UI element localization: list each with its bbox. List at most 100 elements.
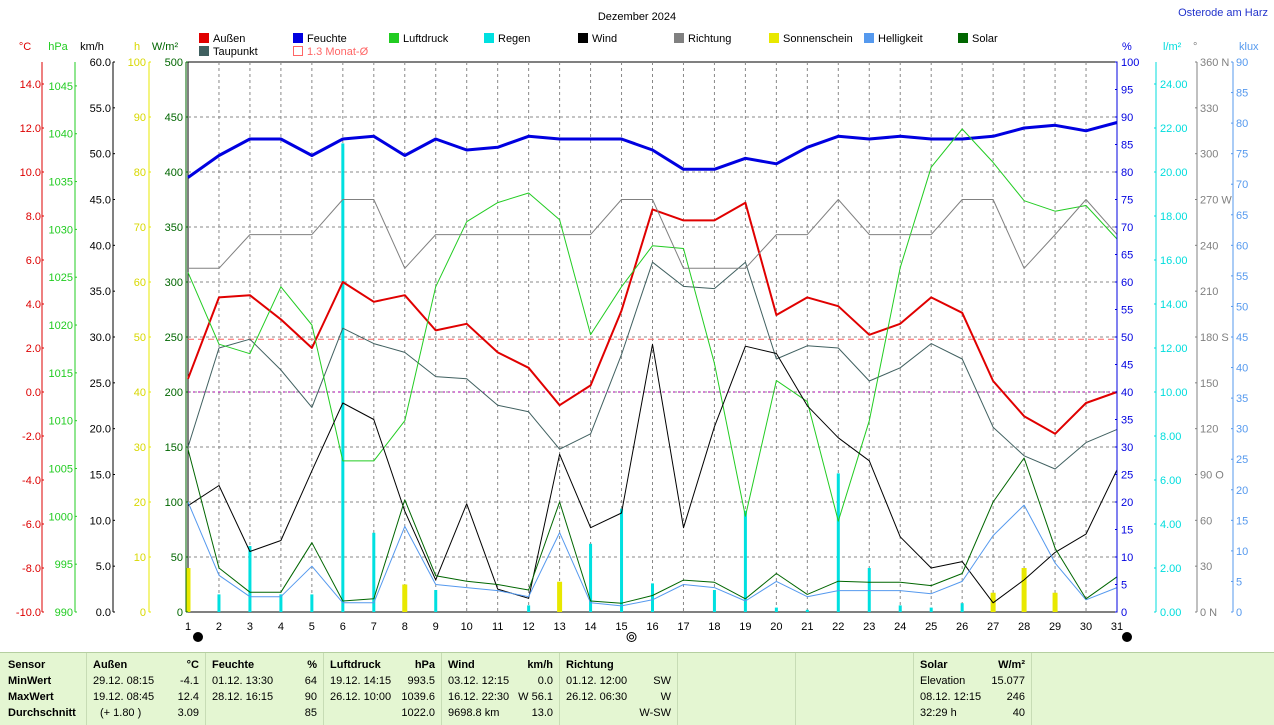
bar-regen-day-18 xyxy=(712,590,716,612)
bar-regen-day-12 xyxy=(527,605,531,612)
axis-tick-label: 95 xyxy=(1121,85,1133,97)
axis-tick-label: 50.0 xyxy=(90,149,111,161)
min-value: -4.1 xyxy=(180,675,199,687)
legend-label: Feuchte xyxy=(307,33,347,45)
axis-tick-label: 20 xyxy=(1121,497,1133,509)
avg-note: (+ 1.80 ) xyxy=(100,707,142,719)
summary-block-wind: Wind km/h 03.12. 12:15 0.0 16.12. 22:30 … xyxy=(441,653,560,725)
bar-sonnenschein-day-28 xyxy=(1021,568,1027,612)
x-tick-label: 4 xyxy=(278,621,284,633)
axis-tick-label: 150 xyxy=(1200,378,1218,390)
x-tick-label: 22 xyxy=(832,621,844,633)
max-time: 19.12. 08:45 xyxy=(93,691,155,703)
series-line-taupunkt xyxy=(187,261,1118,470)
axis-tick-label: 15.0 xyxy=(90,470,111,482)
bar-regen-day-2 xyxy=(217,594,221,612)
max-value: 90 xyxy=(304,691,317,703)
axis-tick-label: 50 xyxy=(171,552,183,564)
axis-tick-label: 0.00 xyxy=(1160,607,1181,619)
block-title: Luftdruck xyxy=(330,659,381,671)
bar-regen-day-5 xyxy=(310,594,314,612)
bar-regen-day-4 xyxy=(279,594,283,612)
summary-block-aussen: Außen °C 29.12. 08:15 -4.1 19.12. 08:45 … xyxy=(86,653,206,725)
max-time: 16.12. 22:30 xyxy=(448,691,510,703)
series-line-außen xyxy=(187,201,1118,435)
legend-label: Richtung xyxy=(688,33,731,45)
distance: 9698.8 km xyxy=(448,707,500,719)
axis-tick-label: 50 xyxy=(134,332,146,344)
bar-regen-day-9 xyxy=(434,590,438,612)
axis-tick-label: 50 xyxy=(1121,332,1133,344)
axis-unit-label: h xyxy=(134,41,140,53)
axis-tick-label: 12.0 xyxy=(20,123,41,135)
axis-tick-label: 400 xyxy=(165,167,183,179)
axis-tick-label: 995 xyxy=(55,559,73,571)
axis-tick-label: 350 xyxy=(165,222,183,234)
axis-tick-label: 70 xyxy=(1121,222,1133,234)
axis-tick-label: 90 xyxy=(134,112,146,124)
chart-title: Dezember 2024 xyxy=(598,11,676,23)
bar-regen-day-19 xyxy=(743,510,747,612)
axis-tick-label: 20 xyxy=(1236,485,1248,497)
axis-tick-label: 70 xyxy=(134,222,146,234)
bar-sonnenschein-day-8 xyxy=(402,584,408,612)
axis-tick-label: 300 xyxy=(165,277,183,289)
axis-tick-label: 6.00 xyxy=(1160,475,1181,487)
axis-tick-label: 55 xyxy=(1121,305,1133,317)
x-tick-label: 18 xyxy=(708,621,720,633)
axis-tick-label: 100 xyxy=(128,57,146,69)
series-line-richtung xyxy=(188,199,1118,269)
axis-unit-label: hPa xyxy=(48,41,68,53)
axis-tick-label: 1030 xyxy=(49,224,73,236)
summary-empty-3 xyxy=(1031,653,1273,725)
x-tick-label: 24 xyxy=(894,621,906,633)
max-time: 26.12. 10:00 xyxy=(330,691,392,703)
legend-swatch xyxy=(674,33,684,43)
block-unit: hPa xyxy=(414,659,435,671)
summary-block-luftdruck: Luftdruck hPa 19.12. 14:15 993.5 26.12. … xyxy=(323,653,442,725)
max-value: 12.4 xyxy=(177,691,199,703)
axis-tick-label: 6.0 xyxy=(26,255,41,267)
block-unit: % xyxy=(307,659,317,671)
legend-swatch xyxy=(958,33,968,43)
new-moon-icon xyxy=(1122,632,1132,642)
legend-swatch xyxy=(293,46,303,56)
axis-tick-label: 0 xyxy=(1236,607,1242,619)
legend-swatch xyxy=(199,46,209,56)
x-tick-label: 20 xyxy=(770,621,782,633)
block-unit: W/m² xyxy=(998,659,1025,671)
axis-tick-label: 25.0 xyxy=(90,378,111,390)
axis-tick-label: 450 xyxy=(165,112,183,124)
bar-regen-day-21 xyxy=(805,609,809,612)
bar-regen-day-3 xyxy=(248,546,252,612)
series-line-solar xyxy=(187,449,1118,604)
axis-tick-label: 0.0 xyxy=(26,387,41,399)
axis-tick-label: 16.00 xyxy=(1160,255,1188,267)
legend-swatch xyxy=(769,33,779,43)
axis-unit-label: ° xyxy=(1193,41,1197,53)
axis-tick-label: 120 xyxy=(1200,424,1218,436)
legend-swatch xyxy=(484,33,494,43)
x-tick-label: 15 xyxy=(615,621,627,633)
axis-tick-label: 4.00 xyxy=(1160,519,1181,531)
x-tick-label: 2 xyxy=(216,621,222,633)
axis-tick-label: 65 xyxy=(1121,250,1133,262)
axis-unit-label: klux xyxy=(1239,41,1259,53)
axis-tick-label: 2.0 xyxy=(26,343,41,355)
axis-tick-label: 65 xyxy=(1236,210,1248,222)
min-value: 993.5 xyxy=(407,675,435,687)
axis-tick-label: 50 xyxy=(1236,301,1248,313)
avg-value: 1022.0 xyxy=(401,707,435,719)
min-time: 19.12. 14:15 xyxy=(330,675,392,687)
axis-tick-label: 12.00 xyxy=(1160,343,1188,355)
legend-swatch xyxy=(293,33,303,43)
x-tick-label: 26 xyxy=(956,621,968,633)
axis-tick-label: 80 xyxy=(134,167,146,179)
x-tick-label: 17 xyxy=(677,621,689,633)
axis-tick-label: 90 O xyxy=(1200,470,1224,482)
axis-tick-label: 8.00 xyxy=(1160,431,1181,443)
block-title: Außen xyxy=(93,659,128,671)
axis-tick-label: 1045 xyxy=(49,81,73,93)
avg-value: W-SW xyxy=(639,707,671,719)
max-value: W 56.1 xyxy=(518,691,553,703)
